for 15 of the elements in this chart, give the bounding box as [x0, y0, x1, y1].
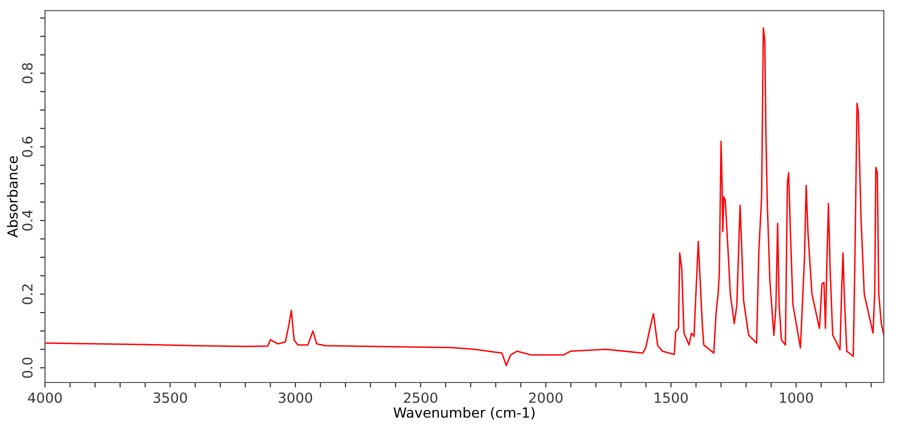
- x-tick-label: 3000: [278, 392, 312, 403]
- x-tick-label: 2500: [404, 392, 438, 403]
- x-tick-label: 4000: [28, 392, 62, 403]
- line-series: [45, 27, 884, 366]
- y-axis-title: Absorbance: [7, 156, 18, 238]
- x-tick-label: 2000: [529, 392, 563, 403]
- x-tick-label: 1500: [654, 392, 688, 403]
- y-tick-label: 0.2: [22, 284, 33, 304]
- x-tick-label: 1000: [780, 392, 813, 403]
- x-tick-label: 3500: [154, 392, 187, 403]
- y-tick-label: 0.0: [22, 358, 33, 378]
- y-tick-label: 0.6: [22, 136, 33, 157]
- x-axis-title: Wavenumber (cm-1): [394, 407, 535, 420]
- y-tick-label: 0.8: [22, 63, 33, 84]
- y-tick-label: 0.4: [22, 210, 33, 231]
